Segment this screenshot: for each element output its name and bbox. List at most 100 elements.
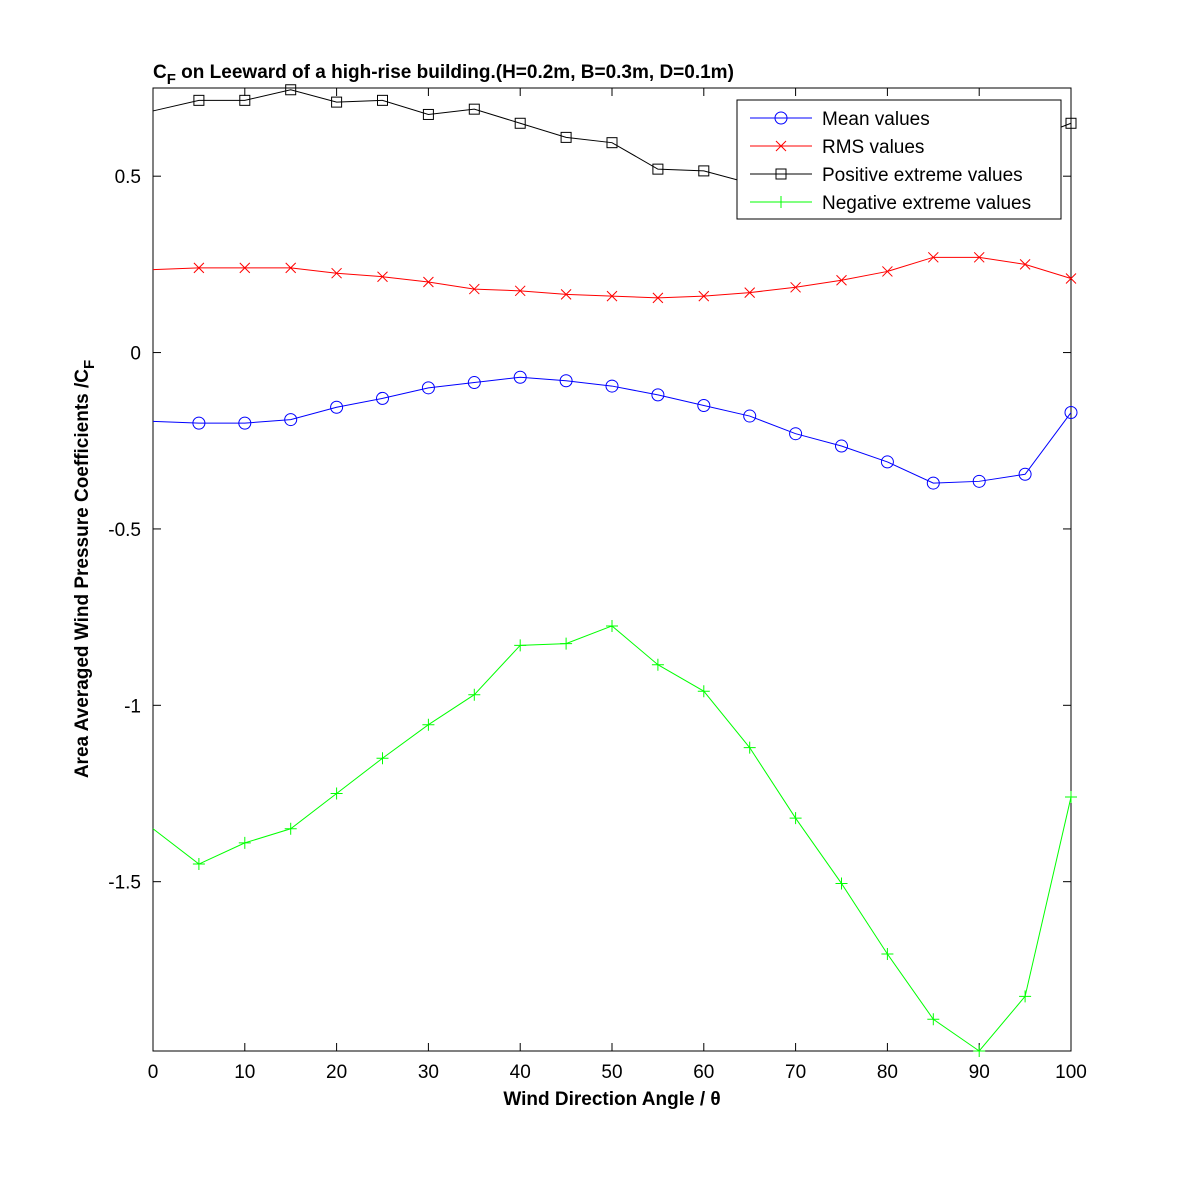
data-point xyxy=(743,409,757,423)
data-point xyxy=(330,787,343,800)
data-point xyxy=(882,266,893,277)
data-point xyxy=(835,877,848,890)
x-tick-label: 60 xyxy=(693,1062,714,1083)
legend-item: Mean values xyxy=(750,109,930,130)
data-point xyxy=(1019,990,1032,1003)
data-point xyxy=(1019,259,1031,270)
data-point xyxy=(973,251,985,263)
legend-box xyxy=(736,99,1062,220)
data-point xyxy=(972,474,986,488)
legend-label: RMS values xyxy=(822,137,924,158)
data-point xyxy=(606,137,618,149)
legend-marker xyxy=(775,140,787,152)
x-tick-label: 40 xyxy=(510,1062,531,1083)
x-tick-label: 90 xyxy=(969,1062,990,1083)
data-point xyxy=(926,476,940,490)
data-point xyxy=(973,1045,986,1057)
data-point xyxy=(193,94,205,106)
data-point xyxy=(514,117,526,129)
data-point xyxy=(1018,467,1032,481)
data-point xyxy=(559,374,573,388)
legend-marker xyxy=(775,196,787,208)
series-1 xyxy=(152,251,1077,304)
data-point xyxy=(743,741,756,754)
y-tick-label: 0.5 xyxy=(115,167,141,188)
data-point xyxy=(376,391,389,405)
data-point xyxy=(514,285,526,297)
data-point xyxy=(927,1013,940,1026)
data-point xyxy=(193,262,205,274)
data-point xyxy=(835,439,848,453)
data-point xyxy=(927,251,939,263)
legend-item: Negative extreme values xyxy=(750,193,1031,214)
data-point xyxy=(422,718,435,731)
x-tick-label: 50 xyxy=(601,1062,622,1083)
data-point xyxy=(468,688,481,701)
data-point xyxy=(285,262,297,274)
legend-item: RMS values xyxy=(750,137,924,158)
data-point xyxy=(698,165,710,177)
x-tick-label: 100 xyxy=(1055,1062,1087,1083)
data-point xyxy=(697,398,711,412)
data-point xyxy=(880,455,894,469)
data-point xyxy=(284,413,298,427)
data-point xyxy=(285,84,297,96)
data-point xyxy=(192,858,205,871)
data-point xyxy=(606,619,618,632)
data-point xyxy=(238,836,251,849)
data-point xyxy=(560,637,573,650)
data-point xyxy=(377,94,388,106)
data-point xyxy=(376,752,389,765)
legend: Mean values RMS values Positive extreme va… xyxy=(736,99,1062,220)
data-point xyxy=(468,283,480,295)
y-tick-label: 0 xyxy=(130,344,141,365)
data-point xyxy=(790,281,801,293)
y-tick-label: -1 xyxy=(124,696,141,717)
data-point xyxy=(606,290,618,302)
y-tick-label: -0.5 xyxy=(108,520,141,541)
data-point xyxy=(1064,406,1078,420)
data-point xyxy=(1065,791,1077,804)
x-tick-label: 10 xyxy=(234,1062,255,1083)
data-point xyxy=(560,131,572,143)
data-point xyxy=(789,427,803,441)
data-point xyxy=(651,388,665,402)
chart-title: CF on Leeward of a high-rise building.(H… xyxy=(153,62,734,88)
data-point xyxy=(789,812,802,825)
legend-item: Positive extreme values xyxy=(750,165,1023,186)
data-point xyxy=(651,658,664,671)
data-point xyxy=(238,416,252,430)
x-tick-label: 70 xyxy=(785,1062,806,1083)
data-point xyxy=(423,276,434,288)
data-point xyxy=(192,416,206,430)
series-line xyxy=(152,376,1072,484)
data-point xyxy=(697,685,710,698)
data-point xyxy=(881,947,894,960)
data-point xyxy=(1065,273,1077,284)
x-axis-title: Wind Direction Angle / θ xyxy=(503,1089,720,1110)
y-tick-label: -1.5 xyxy=(108,873,141,894)
series-0 xyxy=(152,370,1078,490)
data-point xyxy=(514,639,527,652)
series-2 xyxy=(152,84,1077,189)
data-point xyxy=(836,274,847,286)
data-point xyxy=(422,108,434,120)
data-point xyxy=(467,376,481,390)
x-tick-label: 0 xyxy=(148,1062,159,1083)
data-point xyxy=(560,289,572,300)
legend-marker xyxy=(775,168,787,180)
data-point xyxy=(239,262,251,274)
data-point xyxy=(605,379,619,393)
x-tick-label: 30 xyxy=(418,1062,439,1083)
ticks-layer: 0 10 20 30 40 50 60 70 80 90 100 -1.5 -1 -0.5 0 0.5 xyxy=(108,88,1087,1083)
legend-label: Negative extreme values xyxy=(822,193,1031,214)
data-point xyxy=(330,400,344,414)
data-point xyxy=(331,267,342,279)
series-layer xyxy=(152,84,1078,1057)
data-point xyxy=(421,381,435,395)
data-point xyxy=(468,103,480,115)
data-point xyxy=(331,96,343,108)
legend-label: Positive extreme values xyxy=(822,165,1023,186)
data-point xyxy=(239,94,251,106)
